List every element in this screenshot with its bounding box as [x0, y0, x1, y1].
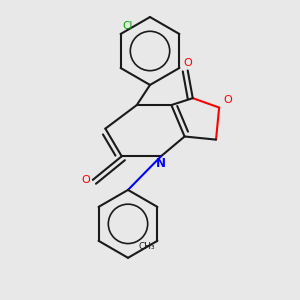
Text: CH₃: CH₃ — [138, 242, 155, 251]
Text: Cl: Cl — [122, 21, 133, 31]
Text: O: O — [81, 175, 90, 185]
Text: O: O — [183, 58, 192, 68]
Text: O: O — [223, 95, 232, 105]
Text: N: N — [156, 157, 166, 170]
